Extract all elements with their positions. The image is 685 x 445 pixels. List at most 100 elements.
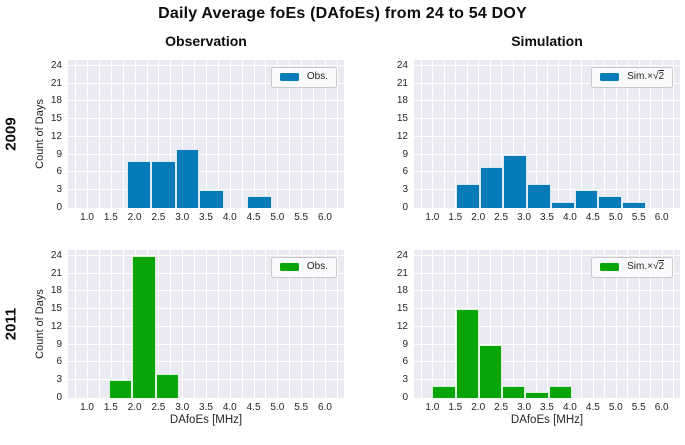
- gridline-vertical: [673, 60, 675, 208]
- gridline-vertical: [524, 60, 526, 208]
- gridline-horizontal: [414, 343, 680, 345]
- gridline-vertical: [134, 60, 136, 208]
- gridline-vertical: [217, 250, 219, 398]
- gridline-vertical: [650, 60, 652, 208]
- gridline-vertical: [289, 250, 291, 398]
- y-tick-label: 21: [396, 267, 408, 279]
- y-tick-label: 6: [56, 166, 62, 178]
- gridline-horizontal: [68, 135, 344, 137]
- gridline-vertical: [75, 60, 77, 208]
- gridline-vertical: [581, 250, 583, 398]
- x-tick-label: 5.0: [608, 402, 623, 413]
- gridline-horizontal: [68, 189, 344, 191]
- gridline-vertical: [615, 250, 617, 398]
- gridline-vertical: [547, 250, 548, 398]
- x-tick-label: 4.0: [562, 212, 577, 223]
- gridline-vertical: [265, 60, 267, 208]
- y-tick-label: 12: [50, 320, 62, 332]
- histogram-bar: [548, 386, 573, 398]
- gridline-vertical: [206, 60, 207, 208]
- gridline-vertical: [75, 250, 77, 398]
- y-tick-label: 24: [396, 59, 408, 71]
- histogram-bar: [127, 160, 152, 208]
- gridline-horizontal: [414, 135, 680, 137]
- gridline-vertical: [501, 60, 503, 208]
- plot-area: Obs.: [68, 250, 344, 398]
- legend-label: Obs.: [306, 261, 328, 272]
- y-tick-label: 15: [50, 113, 62, 125]
- legend-patch-icon: [600, 73, 620, 82]
- x-tick-label: 3.0: [517, 402, 532, 413]
- gridline-horizontal: [414, 325, 680, 327]
- gridline-horizontal: [68, 308, 344, 310]
- panel-2009-simulation: Sim.×√2 0 3 6 9 12 15 18 21 24 1.0 1.5 2.0 2.5 3.0 3.5 4…: [397, 60, 680, 223]
- gridline-horizontal: [68, 171, 344, 173]
- gridline-horizontal: [414, 361, 680, 363]
- y-tick-label: 0: [56, 202, 62, 213]
- gridline-vertical: [182, 250, 184, 398]
- gridline-horizontal: [414, 118, 680, 120]
- histogram-bar: [598, 196, 622, 208]
- x-tick-label: 4.5: [246, 402, 261, 413]
- legend: Obs.: [270, 67, 337, 88]
- gridline-vertical: [313, 60, 315, 208]
- gridline-vertical: [277, 60, 279, 208]
- x-tick-label: 2.5: [151, 402, 166, 413]
- gridline-vertical: [122, 60, 124, 208]
- gridline-vertical: [638, 60, 640, 208]
- y-tick-label: 3: [402, 184, 408, 196]
- histogram-bar: [175, 148, 200, 208]
- gridline-horizontal: [68, 290, 344, 292]
- x-tick-label: 3.0: [175, 212, 190, 223]
- y-tick-label: 3: [56, 184, 62, 196]
- y-tick-label: 21: [396, 77, 408, 89]
- gridline-vertical: [524, 250, 526, 398]
- y-tick-label: 21: [50, 267, 62, 279]
- x-tick-label: 5.5: [294, 402, 309, 413]
- gridline-vertical: [432, 250, 434, 398]
- histogram-bar: [502, 386, 526, 398]
- y-tick-label: 9: [402, 148, 408, 160]
- gridline-horizontal: [68, 153, 344, 155]
- y-tick-label: 6: [56, 356, 62, 368]
- histogram-bar: [480, 166, 504, 208]
- y-tick-label: 9: [56, 338, 62, 350]
- panel-2011-observation: Obs. 0 3 6 9 12 15 18 21 24 1.0 1.5 2.0 2.5 3.0 3.5 4.0 4…: [51, 250, 344, 413]
- x-tick-label: 6.0: [654, 212, 669, 223]
- histogram-bar: [503, 154, 528, 208]
- gridline-vertical: [217, 60, 219, 208]
- x-tick-label: 1.0: [425, 402, 440, 413]
- histogram-bar: [156, 374, 180, 398]
- x-tick-label: 6.0: [654, 402, 669, 413]
- gridline-vertical: [501, 250, 503, 398]
- gridline-vertical: [253, 60, 255, 208]
- gridline-horizontal: [414, 64, 680, 66]
- legend-patch-icon: [600, 263, 620, 272]
- panel-2009-observation: Obs. 0 3 6 9 12 15 18 21 24 1.0 1.5 2.0 2.5 3.0 3.5 4.0 4…: [51, 60, 344, 223]
- x-tick-label: 4.0: [222, 402, 237, 413]
- gridline-vertical: [432, 60, 434, 208]
- x-tick-label: 2.0: [471, 402, 486, 413]
- row-header-2009: 2009: [2, 117, 20, 151]
- gridline-vertical: [170, 250, 172, 398]
- gridline-vertical: [420, 60, 422, 208]
- gridline-vertical: [581, 60, 583, 208]
- gridline-horizontal: [68, 325, 344, 327]
- x-tick-label: 2.0: [127, 212, 142, 223]
- legend-label: Sim.×√2: [627, 71, 664, 82]
- legend: Sim.×√2: [591, 257, 673, 278]
- gridline-horizontal: [414, 379, 680, 381]
- y-tick-label: 12: [396, 130, 408, 142]
- y-tick-label: 0: [402, 392, 408, 403]
- gridline-horizontal: [414, 171, 680, 173]
- x-tick-label: 1.5: [448, 402, 463, 413]
- gridline-vertical: [194, 60, 196, 208]
- gridline-vertical: [558, 60, 560, 208]
- x-tick-label: 4.5: [585, 402, 600, 413]
- gridline-horizontal: [68, 272, 344, 274]
- gridline-vertical: [122, 250, 124, 398]
- histogram-bar: [247, 196, 272, 208]
- gridline-horizontal: [68, 254, 344, 256]
- gridline-vertical: [158, 250, 160, 398]
